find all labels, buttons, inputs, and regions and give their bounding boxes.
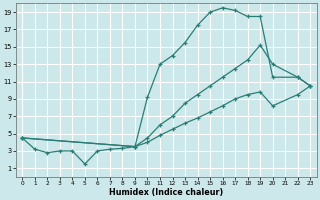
X-axis label: Humidex (Indice chaleur): Humidex (Indice chaleur) xyxy=(109,188,223,197)
